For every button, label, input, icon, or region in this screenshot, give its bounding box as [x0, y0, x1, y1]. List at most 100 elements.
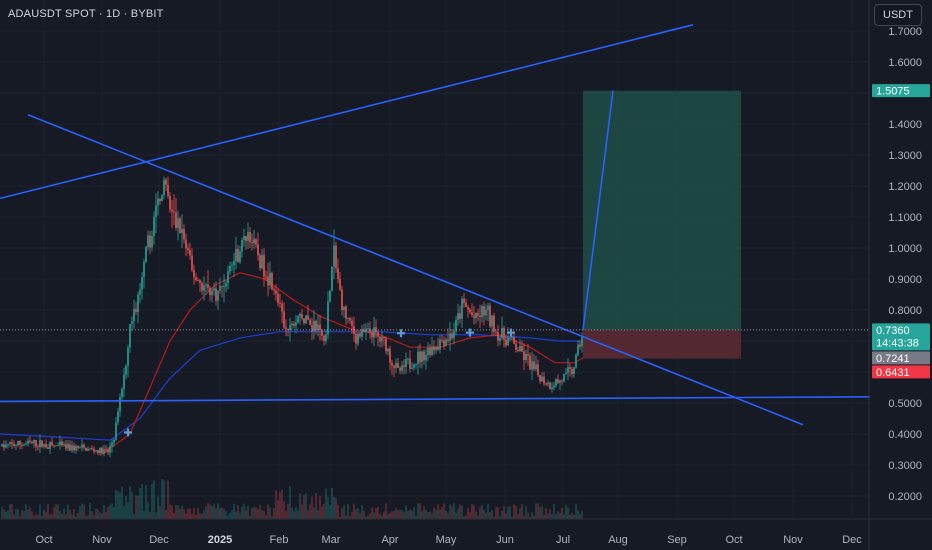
volume-bar [67, 504, 69, 519]
volume-bar [219, 508, 221, 519]
candle-body [39, 440, 41, 448]
candle-body [235, 249, 237, 262]
volume-bar [201, 514, 203, 519]
volume-bar [49, 514, 51, 519]
candle-body [411, 367, 413, 369]
candle-body [211, 290, 213, 296]
candle-body [35, 440, 37, 447]
candle-body [237, 249, 239, 263]
price-tick-label: 1.3000 [888, 150, 922, 162]
volume-bar [113, 507, 115, 519]
candle-body [351, 320, 353, 327]
volume-bar [217, 503, 219, 519]
currency-button[interactable]: USDT [874, 4, 922, 26]
candle-body [169, 195, 171, 210]
price-tag-countdown: 14:43:38 [876, 337, 919, 349]
candle-body [73, 445, 75, 451]
candle-body [45, 444, 47, 448]
candle-body [555, 379, 557, 386]
candle-body [127, 347, 129, 366]
volume-bar [37, 515, 39, 519]
volume-bar [105, 512, 107, 519]
volume-bar [463, 516, 465, 519]
volume-bar [185, 513, 187, 519]
volume-bar [497, 507, 499, 519]
candle-body [183, 228, 185, 240]
candle-body [299, 313, 301, 317]
volume-bar [419, 503, 421, 519]
candle-body [133, 308, 135, 322]
volume-bar [469, 511, 471, 519]
grid-lines [0, 0, 868, 519]
volume-bar [563, 514, 565, 519]
time-tick-label: Feb [270, 534, 289, 546]
projection-line[interactable] [582, 90, 614, 330]
candle-body [55, 445, 57, 447]
volume-bar [351, 512, 353, 519]
candle-body [91, 448, 93, 450]
volume-bar [579, 513, 581, 519]
volume-bar [273, 507, 275, 519]
volume-bar [425, 510, 427, 519]
candle-body [65, 444, 67, 449]
candle-body [441, 339, 443, 341]
candle-body [43, 444, 45, 447]
stop-zone[interactable] [583, 329, 741, 359]
target-zone[interactable] [583, 90, 741, 330]
volume-bar [87, 515, 89, 519]
descending-trendline[interactable] [27, 113, 804, 426]
volume-bar [451, 506, 453, 519]
volume-bar [1, 506, 3, 519]
volume-bar [383, 511, 385, 519]
candle-body [197, 280, 199, 282]
volume-bar [251, 508, 253, 519]
candle-body [261, 254, 263, 269]
candle-body [523, 351, 525, 361]
volume-bar [359, 513, 361, 519]
volume-bar [171, 505, 173, 519]
volume-bar [479, 507, 481, 519]
price-tick-label: 0.3000 [888, 460, 922, 472]
price-axis[interactable]: 1.70001.60001.50001.40001.30001.20001.10… [868, 0, 922, 550]
volume-bar [467, 508, 469, 519]
candle-body [371, 332, 373, 338]
volume-bar [123, 506, 125, 519]
volume-bar [189, 508, 191, 519]
horizontal-support[interactable] [0, 395, 871, 403]
volume-bar [515, 505, 517, 519]
volume-bar [285, 510, 287, 519]
volume-bar [93, 514, 95, 519]
candle-body [297, 316, 299, 323]
candle-body [389, 348, 391, 363]
volume-bar [577, 510, 579, 519]
candle-body [415, 364, 417, 365]
candle-body [77, 446, 79, 449]
volume-bar [473, 505, 475, 519]
trendlines[interactable] [0, 24, 871, 426]
volume-bar [391, 511, 393, 519]
volume-bar [179, 508, 181, 519]
long-position-tool[interactable] [583, 90, 741, 359]
volume-bar [289, 485, 291, 519]
time-tick-label: 2025 [208, 534, 232, 546]
time-axis[interactable]: Oct Nov Dec 2025 Feb Mar Apr May Jun Jul Aug Sep Oct… [0, 518, 932, 546]
candle-body [153, 216, 155, 236]
candle-body [201, 283, 203, 291]
price-tag-label: 0.7241 [876, 353, 910, 365]
volume-bar [9, 504, 11, 519]
volume-bar [239, 513, 241, 519]
volume-bar [47, 504, 49, 519]
candle-body [461, 298, 463, 319]
upper-rising-line[interactable] [0, 24, 694, 200]
volume-bar [457, 508, 459, 519]
candle-body [285, 327, 287, 329]
candle-body [61, 441, 63, 446]
volume-bar [13, 514, 15, 519]
volume-bar [331, 487, 333, 519]
candle-body [561, 380, 563, 382]
volume-bar [369, 513, 371, 519]
volume-bar [551, 514, 553, 519]
